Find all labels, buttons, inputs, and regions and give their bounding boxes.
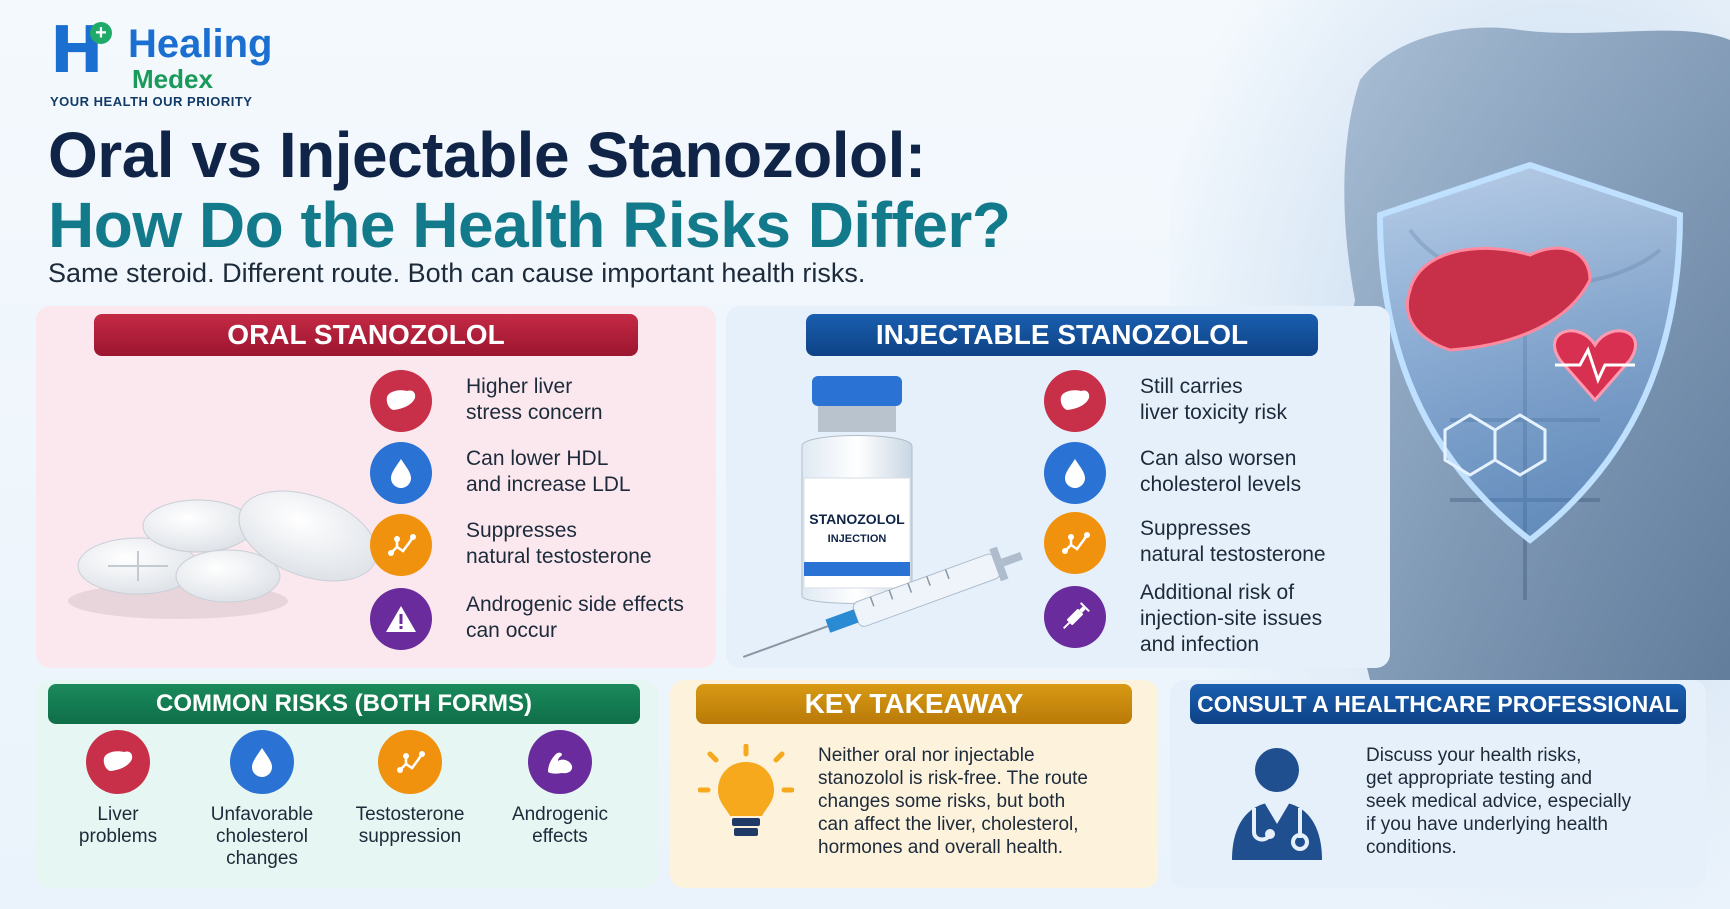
common-risk-liver: Liver problems	[48, 730, 188, 848]
common-risks-heading: COMMON RISKS (BOTH FORMS)	[48, 684, 640, 724]
page-title-line2: How Do the Health Risks Differ?	[48, 189, 1011, 261]
injectable-risk-text: Can also worsen cholesterol levels	[1140, 447, 1302, 496]
injectable-risk-injection-site: Additional risk of injection-site issues a…	[1044, 581, 1374, 656]
common-risk-label: Testosterone suppression	[355, 804, 465, 847]
brand-tagline: YOUR HEALTH OUR PRIORITY	[50, 94, 253, 109]
injectable-heading: INJECTABLE STANOZOLOL	[806, 314, 1318, 356]
injectable-risk-text: Additional risk of injection-site issues a…	[1140, 581, 1323, 656]
key-takeaway-text: Neither oral nor injectable stanozolol i…	[818, 745, 1088, 858]
doctor-icon	[1232, 748, 1322, 860]
oral-risk-text: Suppresses natural testosterone	[466, 519, 652, 568]
injectable-risk-text: Still carries liver toxicity risk	[1140, 375, 1288, 424]
page-title-line1: Oral vs Injectable Stanozolol:	[48, 119, 926, 191]
warning-icon	[370, 588, 432, 650]
injectable-risk-liver: Still carries liver toxicity risk	[1044, 370, 1364, 432]
common-risk-cholesterol: Unfavorable cholesterol changes	[192, 730, 332, 870]
injectable-panel: INJECTABLE STANOZOLOL STANOZOLOL INJECTI…	[726, 306, 1390, 668]
brand-name-line2: Medex	[132, 64, 213, 94]
vial-syringe-illustration: STANOZOLOL INJECTION	[742, 376, 1023, 658]
key-takeaway-heading: KEY TAKEAWAY	[696, 684, 1132, 724]
molecule-icon	[378, 730, 442, 794]
droplet-icon	[230, 730, 294, 794]
common-risk-testosterone: Testosterone suppression	[340, 730, 480, 848]
plus-icon: +	[90, 22, 112, 44]
molecule-icon	[370, 514, 432, 576]
common-risk-label: Androgenic effects	[511, 804, 609, 847]
common-risk-label: Unfavorable cholesterol changes	[210, 804, 314, 869]
oral-risk-testosterone: Suppresses natural testosterone	[370, 514, 700, 576]
liver-icon	[86, 730, 150, 794]
injectable-risk-cholesterol: Can also worsen cholesterol levels	[1044, 442, 1364, 504]
droplet-icon	[370, 442, 432, 504]
torso-shield-illustration	[1340, 27, 1730, 680]
consult-panel: CONSULT A HEALTHCARE PROFESSIONAL Discus…	[1170, 680, 1706, 888]
oral-risk-text: Higher liver stress concern	[466, 375, 603, 424]
key-takeaway-panel: KEY TAKEAWAY Neither oral nor injectable…	[670, 680, 1158, 888]
oral-risk-androgenic: Androgenic side effects can occur	[370, 588, 710, 650]
liver-icon	[1044, 370, 1106, 432]
injectable-risk-testosterone: Suppresses natural testosterone	[1044, 512, 1364, 574]
injectable-risk-text: Suppresses natural testosterone	[1140, 517, 1326, 566]
oral-panel: ORAL STANOZOLOL Higher liver stress conce…	[36, 306, 716, 668]
consult-heading: CONSULT A HEALTHCARE PROFESSIONAL	[1190, 684, 1686, 724]
oral-risk-text: Androgenic side effects can occur	[466, 593, 684, 642]
vial-label: STANOZOLOL	[809, 511, 905, 527]
consult-text: Discuss your health risks, get appropria…	[1366, 745, 1632, 858]
logo-h-mark: H +	[50, 19, 112, 83]
droplet-icon	[1044, 442, 1106, 504]
common-risk-label: Liver problems	[78, 804, 158, 847]
brand-name-line1: Healing	[128, 22, 273, 66]
oral-heading: ORAL STANOZOLOL	[94, 314, 638, 356]
common-risk-androgenic: Androgenic effects	[490, 730, 630, 848]
syringe-icon	[1044, 586, 1106, 648]
common-risks-panel: COMMON RISKS (BOTH FORMS) Liver problems …	[36, 680, 658, 888]
liver-icon	[370, 370, 432, 432]
molecule-icon	[1044, 512, 1106, 574]
oral-risk-cholesterol: Can lower HDL and increase LDL	[370, 442, 700, 504]
lightbulb-icon	[698, 744, 794, 836]
oral-risk-liver: Higher liver stress concern	[370, 370, 700, 432]
oral-risk-text: Can lower HDL and increase LDL	[466, 447, 631, 496]
vial-sublabel: INJECTION	[828, 533, 887, 545]
muscle-icon	[528, 730, 592, 794]
pills-illustration	[68, 490, 378, 619]
page-subtitle: Same steroid. Different route. Both can …	[48, 258, 866, 288]
